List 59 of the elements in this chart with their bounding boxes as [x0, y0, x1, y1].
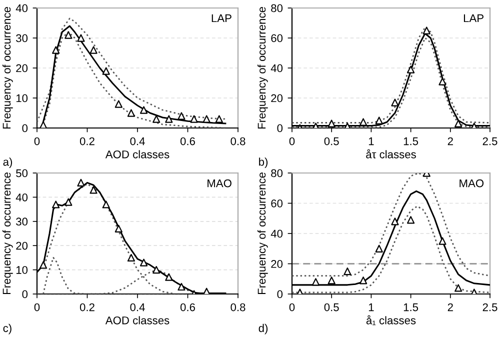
x-tick-label: 0.2 — [80, 303, 94, 312]
y-tick-label: 10 — [16, 266, 28, 274]
y-tick-label: 50 — [16, 169, 28, 178]
x-axis-title: AOD classes — [105, 316, 170, 324]
y-tick-label: 20 — [271, 94, 283, 102]
y-tick-label: 60 — [271, 200, 283, 208]
x-tick-label: 2.5 — [482, 137, 498, 146]
y-tick-label: 40 — [270, 230, 283, 238]
x-axis-title: AOD classes — [105, 150, 170, 158]
y-tick-label: 20 — [271, 260, 283, 268]
y-tick-label: 0 — [22, 124, 28, 132]
annotation: LAP — [212, 14, 232, 22]
annotation: MAO — [208, 179, 232, 188]
y-tick-label: 0 — [22, 290, 28, 298]
text: d) — [258, 324, 268, 334]
annotation: LAP — [464, 14, 484, 22]
y-tick-label: 0 — [277, 124, 283, 132]
y-tick-label: 40 — [16, 4, 28, 12]
x-tick-label: 1.5 — [404, 303, 418, 312]
y-tick-label: 80 — [271, 4, 283, 12]
y-axis-title: Frequency of occurrence — [2, 7, 13, 129]
y-axis-title: Frequency of occurrence — [2, 172, 13, 294]
y-tick-label: 20 — [16, 242, 28, 250]
x-tick-label: 0.4 — [130, 303, 145, 312]
x-tick-label: 1.5 — [404, 137, 418, 146]
y-tick-label: 30 — [16, 218, 28, 226]
y-tick-label: 60 — [271, 34, 283, 42]
x-tick-label: 0 — [289, 137, 295, 146]
x-tick-label: 1 — [368, 137, 374, 146]
x-tick-label: 0.2 — [80, 137, 94, 146]
y-tick-label: 80 — [271, 169, 283, 178]
x-tick-label: 0.8 — [230, 303, 246, 312]
y-tick-label: 0 — [277, 290, 283, 298]
y-tick-label: 20 — [16, 64, 28, 72]
y-tick-label: 40 — [270, 64, 283, 72]
x-tick-label: 0.8 — [230, 137, 246, 146]
text: b) — [259, 158, 268, 168]
y-axis-title: Frequency of occurrence — [257, 7, 268, 129]
y-axis-title: Frequency of occurrence — [257, 172, 268, 294]
x-tick-label: 0 — [34, 303, 40, 312]
x-tick-label: 2.5 — [482, 303, 498, 312]
y-tick-label: 30 — [16, 34, 28, 42]
x-tick-label: 0.4 — [130, 137, 145, 146]
text: a) — [3, 158, 12, 168]
x-axis-title: åτ classes — [366, 149, 416, 158]
x-tick-label: 2 — [448, 303, 453, 312]
x-tick-label: 0.6 — [180, 303, 195, 312]
x-tick-label: 0.6 — [180, 137, 195, 146]
x-axis-title: å₁ classes — [366, 315, 416, 326]
x-tick-label: 2 — [448, 137, 453, 146]
x-tick-label: 0.5 — [324, 137, 339, 146]
y-tick-label: 10 — [16, 94, 28, 102]
annotation: MAO — [460, 179, 484, 188]
text: c) — [3, 324, 12, 334]
x-tick-label: 0 — [34, 137, 40, 146]
x-tick-label: 0.5 — [324, 303, 339, 312]
x-tick-label: 0 — [289, 303, 295, 312]
x-tick-label: 1 — [368, 303, 374, 312]
y-tick-label: 40 — [16, 193, 28, 202]
